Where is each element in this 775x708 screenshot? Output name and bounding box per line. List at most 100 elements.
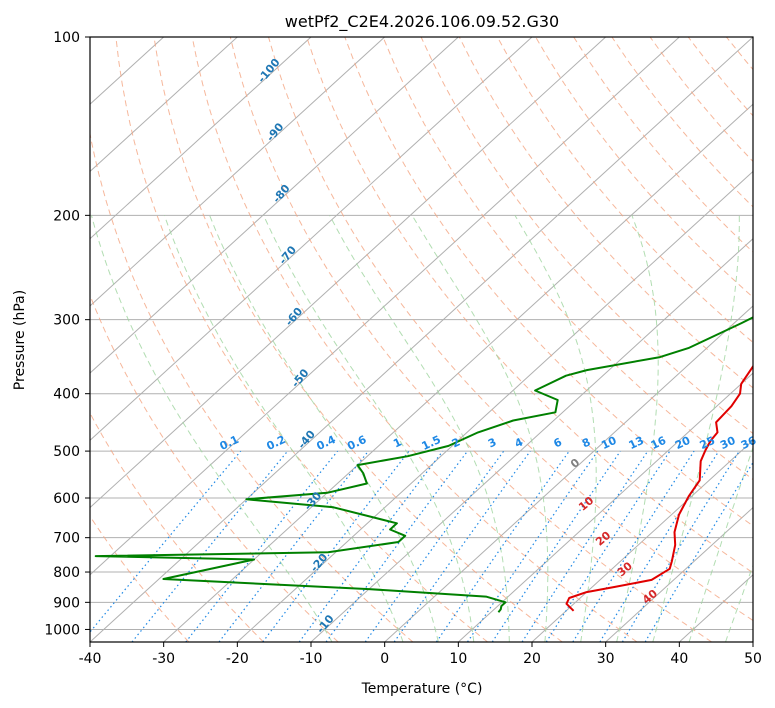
y-tick-label: 200 <box>53 208 80 224</box>
moist-adiabat-label: 20 <box>593 529 613 549</box>
dry-adiabat-line <box>268 37 753 622</box>
dry-adiabat-label: -70 <box>276 243 299 267</box>
y-tick-label: 500 <box>53 444 80 460</box>
isotherm-line <box>90 37 533 442</box>
moist-adiabat-line <box>163 215 404 642</box>
mixing-ratio-label: 25 <box>698 434 717 452</box>
dry-adiabat-label: -40 <box>295 428 318 452</box>
moist-adiabat-label: 40 <box>640 587 660 607</box>
isotherm-line <box>90 37 753 642</box>
y-tick-label: 100 <box>53 30 80 46</box>
x-tick-label: 20 <box>523 651 541 667</box>
x-tick-label: 10 <box>449 651 467 667</box>
y-tick-label: 900 <box>53 595 80 611</box>
isotherm-line <box>457 372 753 642</box>
mixing-ratio-label: 30 <box>718 434 738 452</box>
dry-adiabat-line <box>649 37 753 163</box>
dry-adiabat-line <box>420 37 753 435</box>
dry-adiabat-line <box>535 37 753 298</box>
isotherm-line <box>90 37 680 576</box>
y-axis-label: Pressure (hPa) <box>12 290 28 390</box>
moist-adiabat-line <box>209 215 439 642</box>
isotherm-line <box>90 37 312 240</box>
plot-background-lines <box>90 37 775 642</box>
isotherm-line <box>531 439 753 642</box>
moist-adiabat-line <box>616 215 659 642</box>
mixing-ratio-line <box>90 450 242 633</box>
x-tick-label: -10 <box>300 651 323 667</box>
dry-adiabat-line <box>115 37 488 642</box>
x-tick-label: -40 <box>79 651 102 667</box>
dry-adiabat-line <box>687 37 753 117</box>
chart-title: wetPf2_C2E4.2026.106.09.52.G30 <box>285 12 559 32</box>
mixing-ratio-label: 36 <box>739 434 759 452</box>
isotherm-line <box>605 506 753 642</box>
mixing-ratio-label: 13 <box>627 434 646 452</box>
mixing-ratio-line <box>364 450 505 642</box>
mixing-ratio-line <box>262 450 410 642</box>
mixing-ratio-label: 0.4 <box>315 433 338 453</box>
isotherm-line <box>752 641 753 642</box>
moist-adiabat-line <box>263 215 475 642</box>
isotherm-line <box>90 37 607 509</box>
moist-adiabat-line <box>652 215 740 642</box>
isotherm-line <box>163 103 753 642</box>
y-tick-label: 700 <box>53 531 80 547</box>
dry-adiabat-line <box>90 131 414 642</box>
dry-adiabat-line <box>611 37 753 208</box>
mixing-ratio-line <box>599 450 720 642</box>
mixing-ratio-label: 6 <box>551 435 564 450</box>
mixing-ratio-label: 0.2 <box>265 433 288 453</box>
mixing-ratio-label: 16 <box>649 434 669 452</box>
mixing-ratio-label: 8 <box>580 435 592 450</box>
mixing-ratio-line <box>491 450 621 642</box>
mixing-ratio-label: 10 <box>599 434 619 452</box>
mixing-ratio-label: 20 <box>673 434 693 452</box>
dry-adiabat-line <box>229 37 712 642</box>
isotherm-line <box>310 237 753 642</box>
x-tick-label: 50 <box>744 651 762 667</box>
dry-adiabat-line <box>153 37 563 642</box>
mixing-ratio-line <box>466 450 599 642</box>
dry-adiabat-line <box>765 37 775 642</box>
x-tick-label: -30 <box>152 651 175 667</box>
plot-series-group <box>94 316 753 613</box>
dry-adiabat-label: -10 <box>314 612 337 636</box>
mixing-ratio-line <box>521 450 649 642</box>
moist-adiabat-line <box>90 215 333 642</box>
dry-adiabat-label: -50 <box>289 366 312 390</box>
mixing-ratio-line <box>572 450 695 642</box>
x-axis-label: Temperature (°C) <box>361 681 483 697</box>
mixing-ratio-line <box>393 450 531 642</box>
axis-ticks: -40 -30 -20 -10 0 10 20 30 40 5010020030040050060… <box>44 30 762 667</box>
mixing-ratio-label: 1.5 <box>420 433 443 453</box>
mixing-ratio-line <box>435 450 570 642</box>
dry-adiabat-label: -80 <box>270 182 293 206</box>
dewpoint-profile-line <box>94 316 753 613</box>
isotherm-line <box>236 170 753 642</box>
x-tick-label: 40 <box>670 651 688 667</box>
dry-adiabat-label: -60 <box>283 305 306 329</box>
moist-adiabat-line <box>411 215 549 642</box>
plot-frame <box>89 36 754 643</box>
y-tick-label: 600 <box>53 491 80 507</box>
mixing-ratio-label: 0.6 <box>345 433 368 453</box>
dry-adiabat-line <box>726 37 753 71</box>
isotherm-line <box>90 37 238 173</box>
mixing-ratio-line <box>218 450 369 642</box>
dry-adiabat-label: -90 <box>264 120 287 144</box>
dry-adiabat-line <box>90 293 339 642</box>
isotherm-line <box>384 305 753 642</box>
mixing-ratio-line <box>185 450 339 642</box>
mixing-ratio-line <box>131 450 289 642</box>
x-tick-label: 30 <box>597 651 615 667</box>
mixing-ratio-line <box>644 461 753 642</box>
dry-adiabat-line <box>90 515 190 642</box>
x-tick-label: 0 <box>380 651 389 667</box>
mixing-ratio-line <box>621 450 740 642</box>
y-tick-label: 800 <box>53 565 80 581</box>
dry-adiabat-line <box>191 37 638 642</box>
dry-adiabat-line <box>344 37 753 527</box>
moist-adiabat-line <box>329 215 510 642</box>
